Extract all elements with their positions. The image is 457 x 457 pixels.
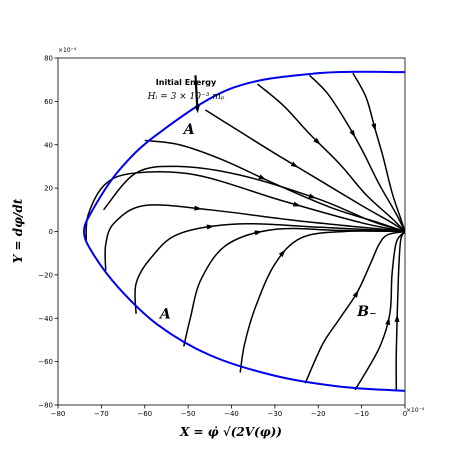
trajectory-11 — [205, 109, 405, 233]
trajectory-arrow-14 — [371, 123, 377, 132]
x-axis-label: X = φ̇ √(2V(φ)) — [179, 425, 282, 439]
x-tick-label: −20 — [311, 410, 326, 418]
annotation-layer: A A B₋ — [158, 75, 377, 322]
trajectory-1 — [395, 231, 405, 391]
trajectory-7 — [104, 204, 405, 271]
region-label-2: A — [158, 306, 171, 322]
y-tick-label: −20 — [38, 271, 53, 279]
x-tick-label: −60 — [137, 410, 152, 418]
annotation-arrow-head — [194, 105, 200, 114]
trajectory-arrow-12 — [313, 137, 321, 145]
x-tick-label: −40 — [224, 410, 239, 418]
x-tick-layer: −80 −70 −60 −50 −40 −30 −20 −10 0 — [51, 405, 407, 418]
trajectory-layer — [85, 72, 405, 391]
trajectory-arrow-6 — [206, 224, 215, 230]
y-tick-label: 60 — [44, 98, 53, 106]
y-tick-label: 20 — [44, 185, 53, 193]
x-tick-label: −70 — [94, 410, 109, 418]
trajectory-arrow-13 — [349, 129, 356, 138]
trajectory-arrow-9 — [308, 193, 317, 199]
trajectory-arrow-8 — [292, 201, 301, 207]
y-tick-label: 0 — [49, 228, 53, 236]
annotation-arrow-shaft — [194, 75, 199, 111]
energy-boundary-curve — [83, 70, 405, 392]
trajectory-14 — [352, 72, 405, 232]
trajectory-arrow-2 — [385, 317, 391, 326]
trajectory-arrow-3 — [352, 289, 359, 298]
trajectory-3 — [304, 230, 405, 384]
trajectory-arrow-11 — [290, 161, 299, 168]
boundary-layer — [83, 70, 405, 392]
trajectory-5 — [183, 227, 405, 347]
x-tick-label: −10 — [354, 410, 369, 418]
x-tick-label: 0 — [403, 410, 407, 418]
trajectory-12 — [257, 83, 405, 233]
trajectory-13 — [309, 74, 405, 232]
trajectory-4 — [239, 230, 405, 373]
y-exponent-label: ×10⁻⁴ — [58, 47, 77, 54]
fixed-point-marker — [402, 229, 405, 234]
y-axis-label: Y = dφ/dt — [11, 198, 25, 263]
y-tick-label: 40 — [44, 141, 53, 149]
y-tick-label: 80 — [44, 55, 53, 63]
trajectory-6 — [134, 222, 405, 314]
x-tick-label: −50 — [181, 410, 196, 418]
trajectory-8 — [85, 170, 405, 241]
annotation-subtitle: Hᵢ = 3 × 10⁻³ mₚ — [147, 92, 225, 102]
trajectory-arrow-4 — [278, 249, 286, 258]
trajectory-arrow-10 — [258, 174, 267, 180]
region-label-3: B₋ — [356, 304, 376, 320]
trajectory-arrow-5 — [254, 230, 263, 236]
region-label-1: A — [182, 122, 195, 138]
x-tick-label: −30 — [267, 410, 282, 418]
y-tick-layer: −80 −60 −40 −20 0 20 40 60 80 — [38, 55, 58, 410]
trajectory-arrow-7 — [194, 205, 203, 211]
trajectory-2 — [354, 230, 405, 391]
x-exponent-label: ×10⁻⁴ — [406, 407, 425, 414]
y-tick-label: −40 — [38, 315, 53, 323]
annotation-title: Initial Energy — [156, 78, 217, 87]
trajectory-10 — [144, 139, 405, 233]
y-tick-label: −60 — [38, 358, 53, 366]
y-tick-label: −80 — [38, 402, 53, 410]
x-tick-label: −80 — [51, 410, 66, 418]
trajectory-arrow-1 — [394, 314, 400, 322]
